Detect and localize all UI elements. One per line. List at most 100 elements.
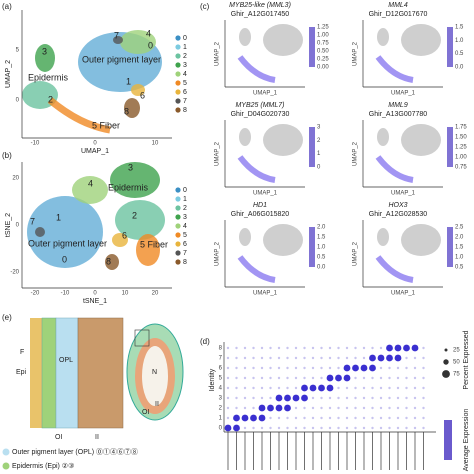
panel-a: (a) -10 0 10 5 0 UMAP_1 UMAP_2 3 Epiderm… [2,2,172,155]
annotation: 2 [132,210,137,220]
dot [328,426,332,430]
tissue-label: OI [55,434,62,441]
tissue-label: OPL [59,357,73,364]
legend-label: 0 [183,187,187,194]
dot [345,396,349,400]
tissue-label: II [95,434,99,441]
dot [354,396,357,400]
annotation: 4 [146,28,151,38]
dot [343,364,351,372]
dot [335,374,342,382]
dot [422,376,425,380]
dot [413,426,417,430]
dot [269,376,272,380]
gene-name: HD1 [253,202,267,209]
dot [345,346,349,350]
color-scale [447,127,453,167]
dot [235,396,238,400]
scale-label: 1.0 [455,38,464,44]
cluster-blob [35,227,45,237]
axis-title: UMAP_1 [253,291,278,297]
dot [235,386,238,390]
dot [328,356,332,360]
x-tick-label: -10 [61,291,70,297]
legend-swatch [175,71,181,77]
dot [309,384,317,392]
dot [371,346,374,350]
dot [360,364,368,372]
dot [226,416,230,420]
dot [226,386,230,390]
dot [269,356,272,360]
dot [354,376,357,380]
dot [337,426,340,430]
cell-cloud [377,28,389,46]
size-label: 75 [453,372,460,378]
dot [413,386,417,390]
dot [286,376,289,380]
cell-cloud [237,155,276,183]
legend-label: 6 [183,89,187,96]
dot [328,366,332,370]
scale-label: 0.0 [455,65,464,71]
legend-swatch [175,44,181,50]
dot [320,356,323,360]
dot [311,396,315,400]
dot [284,394,291,402]
dot [243,376,247,380]
dot [405,416,408,420]
dot [388,376,391,380]
dot [388,426,391,430]
tissue-label: N [152,369,157,376]
dot [369,364,376,372]
gene-name: MML4 [388,2,408,9]
dot [371,416,374,420]
scale-label: 0.25 [317,57,329,63]
dot [260,376,264,380]
dot [250,414,257,422]
cluster-legends: 0 1 2 3 4 5 6 7 8 0 1 2 3 4 5 6 7 8 [175,35,187,266]
dot [411,344,419,352]
dot [422,426,425,430]
dot [413,376,417,380]
cell-cloud [239,228,251,246]
dot [226,396,230,400]
dot [235,356,238,360]
dot [235,366,238,370]
dot [303,346,306,350]
dot [352,364,359,372]
scale-label: 1.50 [455,135,467,141]
annotation: 2 [48,94,53,104]
cluster-blob [113,36,123,44]
dot [405,406,408,410]
dot [413,416,417,420]
gene-id: Ghir_A06G015820 [231,211,289,218]
dot [252,386,255,390]
dot [328,406,332,410]
dot [362,426,366,430]
size-swatch [443,359,449,365]
dot [394,344,402,352]
legend-swatch [175,250,181,256]
dot [286,416,289,420]
dot [320,366,323,370]
dot [311,426,315,430]
legend-label: 6 [183,241,187,248]
dot [294,376,298,380]
legend-swatch [175,223,181,229]
cluster-blob [136,234,160,266]
gene-id: Ghir_A12G017450 [231,11,289,18]
dot [286,426,289,430]
dot [388,396,391,400]
dot [345,406,349,410]
panel-c: (c) MYB25-like (MML3) Ghir_A12G017450 UMAP… [200,2,467,297]
dot [379,416,383,420]
dot [422,386,425,390]
dot [311,346,315,350]
dot [269,346,272,350]
annotation: 6 [140,90,145,100]
dot [379,366,383,370]
legend-label: 3 [183,214,187,221]
dot [269,416,272,420]
